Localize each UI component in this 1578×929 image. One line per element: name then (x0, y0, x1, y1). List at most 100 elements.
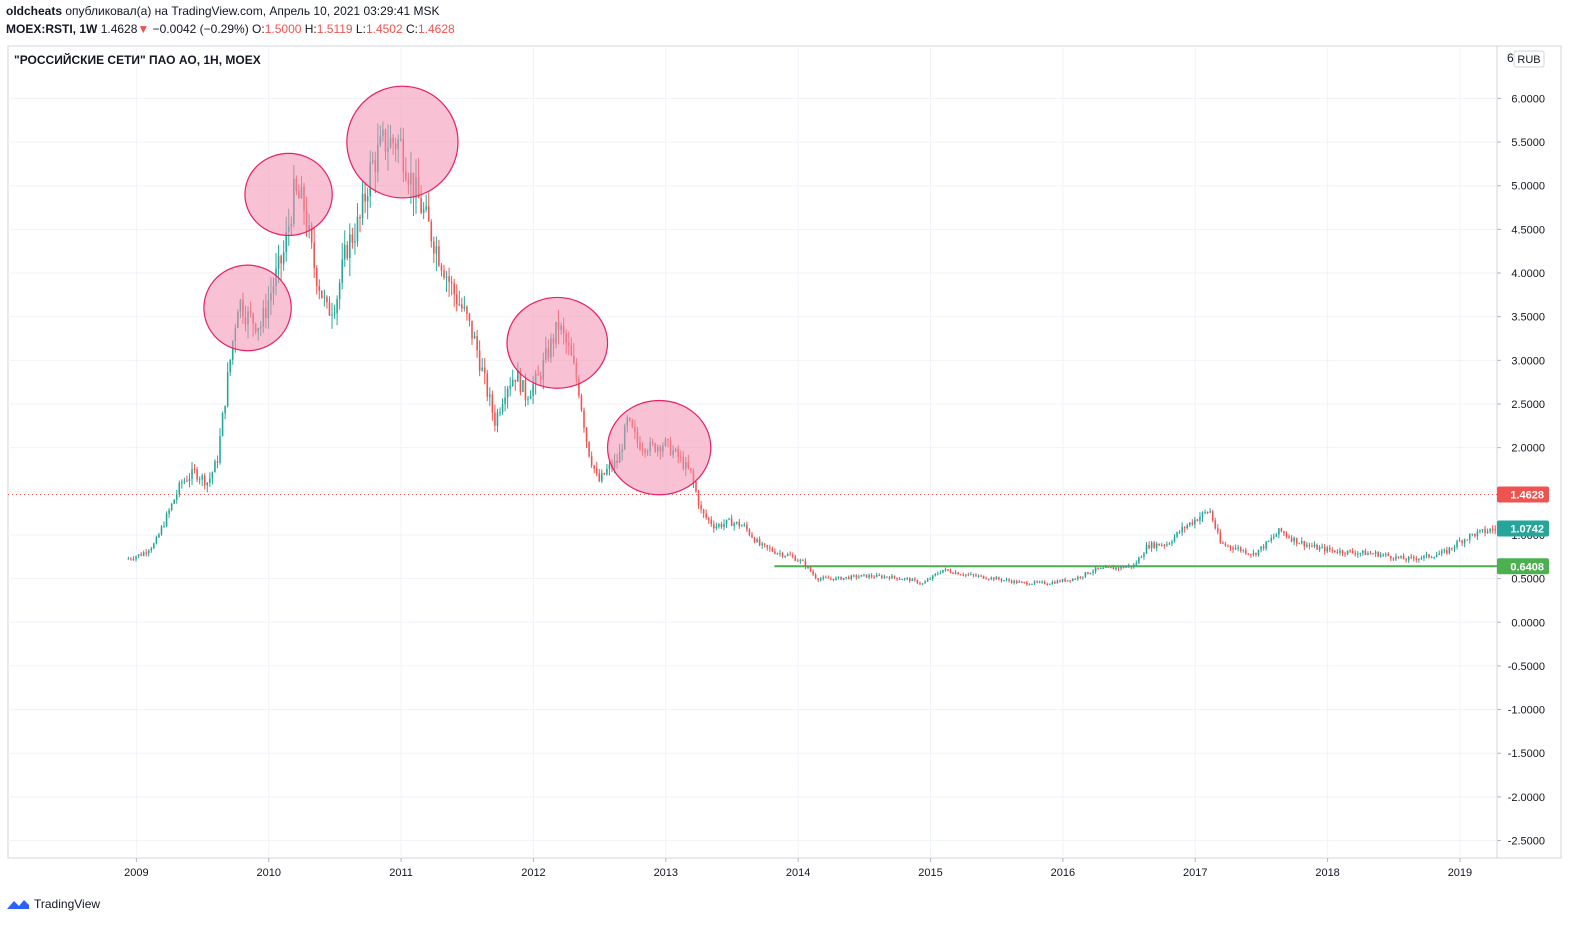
candle-body (929, 578, 931, 580)
candle-body (1491, 529, 1494, 531)
candle-body (175, 494, 178, 500)
candle-body (496, 412, 499, 426)
candle-body (489, 394, 491, 397)
author-name: oldcheats (6, 4, 63, 18)
candle-body (1214, 520, 1217, 529)
candle-body (433, 241, 435, 254)
currency-badge[interactable] (1513, 50, 1545, 68)
candle-body (1412, 556, 1415, 559)
price-axis[interactable]: 6.0000 5.5000 5.0000 4.5000 4.0000 3.5000 3.00… (1497, 93, 1545, 848)
candle-body (155, 537, 158, 544)
candle-body (608, 464, 611, 469)
candle-body (1051, 581, 1054, 584)
candle-body (695, 482, 697, 492)
candle-body (1043, 581, 1046, 584)
candle-body (990, 577, 993, 580)
candle-body (1476, 531, 1479, 537)
candle-body (965, 574, 967, 576)
x-tick-label: 2017 (1183, 867, 1207, 879)
candle-body (1410, 556, 1413, 558)
candle-body (481, 367, 483, 371)
candle-body (491, 394, 494, 413)
highlight-circle (606, 399, 712, 496)
candle-body (221, 413, 224, 437)
candle-body (1140, 556, 1143, 558)
candle-body (1155, 543, 1158, 548)
y-tick-label: -1.0000 (1508, 705, 1545, 717)
candle-body (448, 276, 450, 282)
candle-body (1377, 552, 1379, 557)
y-tick-label: 0.0000 (1511, 617, 1545, 629)
candle-body (840, 576, 842, 580)
time-axis[interactable]: 2009 2010 2011 2012 2013 2014 2015 2016 2017 2018… (124, 858, 1472, 879)
candle-body (132, 558, 135, 560)
support-level-badge (1497, 558, 1549, 575)
candle-body (835, 577, 837, 581)
x-tick-label: 2012 (521, 867, 545, 879)
candle-body (193, 468, 196, 470)
candle-body (1201, 512, 1204, 517)
candle-body (891, 575, 893, 579)
candle-body (224, 405, 226, 414)
candle-body (888, 577, 891, 579)
candle-body (970, 574, 972, 576)
candle-body (229, 359, 231, 373)
candle-body (1397, 556, 1400, 558)
candle-body (914, 578, 916, 581)
candle-body (924, 581, 926, 584)
candle-body (853, 575, 855, 577)
candle-body (1010, 580, 1013, 583)
y-tick-label: -2.0000 (1508, 792, 1545, 804)
candle-body (321, 290, 323, 298)
candle-body (145, 552, 147, 554)
candle-body (1138, 557, 1140, 564)
candle-body (1054, 581, 1056, 584)
candle-body (1448, 547, 1451, 554)
y-tick-label: 5.0000 (1511, 181, 1545, 193)
candle-body (1066, 580, 1069, 582)
candle-body (1387, 553, 1390, 557)
candle-body (883, 576, 886, 578)
candle-body (1379, 554, 1382, 557)
candle-body (1346, 550, 1349, 555)
candle-body (865, 574, 868, 578)
candle-body (455, 294, 458, 305)
candle-body (1079, 576, 1082, 578)
candle-body (789, 554, 791, 556)
candle-body (1468, 534, 1471, 540)
x-tick-label: 2015 (918, 867, 942, 879)
candle-body (1451, 547, 1453, 549)
candle-body (873, 576, 875, 578)
candle-body (346, 244, 349, 259)
candle-body (1364, 550, 1367, 556)
candle-body (723, 523, 725, 527)
candle-body (947, 569, 949, 571)
candle-body (595, 468, 598, 474)
x-tick-label: 2009 (124, 867, 148, 879)
candle-body (336, 299, 338, 314)
last-price: 1.4628 (100, 22, 138, 36)
candle-body (774, 551, 776, 554)
candle-body (998, 577, 1000, 580)
candle-body (473, 335, 476, 339)
candle-body (178, 482, 181, 495)
candle-body (458, 304, 461, 306)
x-tick-label: 2013 (654, 867, 678, 879)
candle-body (461, 304, 463, 309)
candle-body (718, 524, 720, 527)
candle-body (359, 217, 361, 219)
candle-body (499, 412, 501, 414)
candle-body (1071, 578, 1074, 581)
candle-body (817, 578, 819, 581)
candle-body (1354, 552, 1357, 555)
candle-body (181, 482, 183, 484)
y-tick-label: 5.5000 (1511, 137, 1545, 149)
symbol-label: MOEX:RSTI, 1W (6, 22, 98, 36)
candle-body (733, 523, 735, 526)
candle-body (1425, 554, 1428, 556)
candle-body (993, 577, 995, 580)
candle-body (1405, 559, 1407, 561)
open-value: 1.5000 (264, 22, 302, 36)
tradingview-brand[interactable]: TradingView (6, 897, 100, 911)
